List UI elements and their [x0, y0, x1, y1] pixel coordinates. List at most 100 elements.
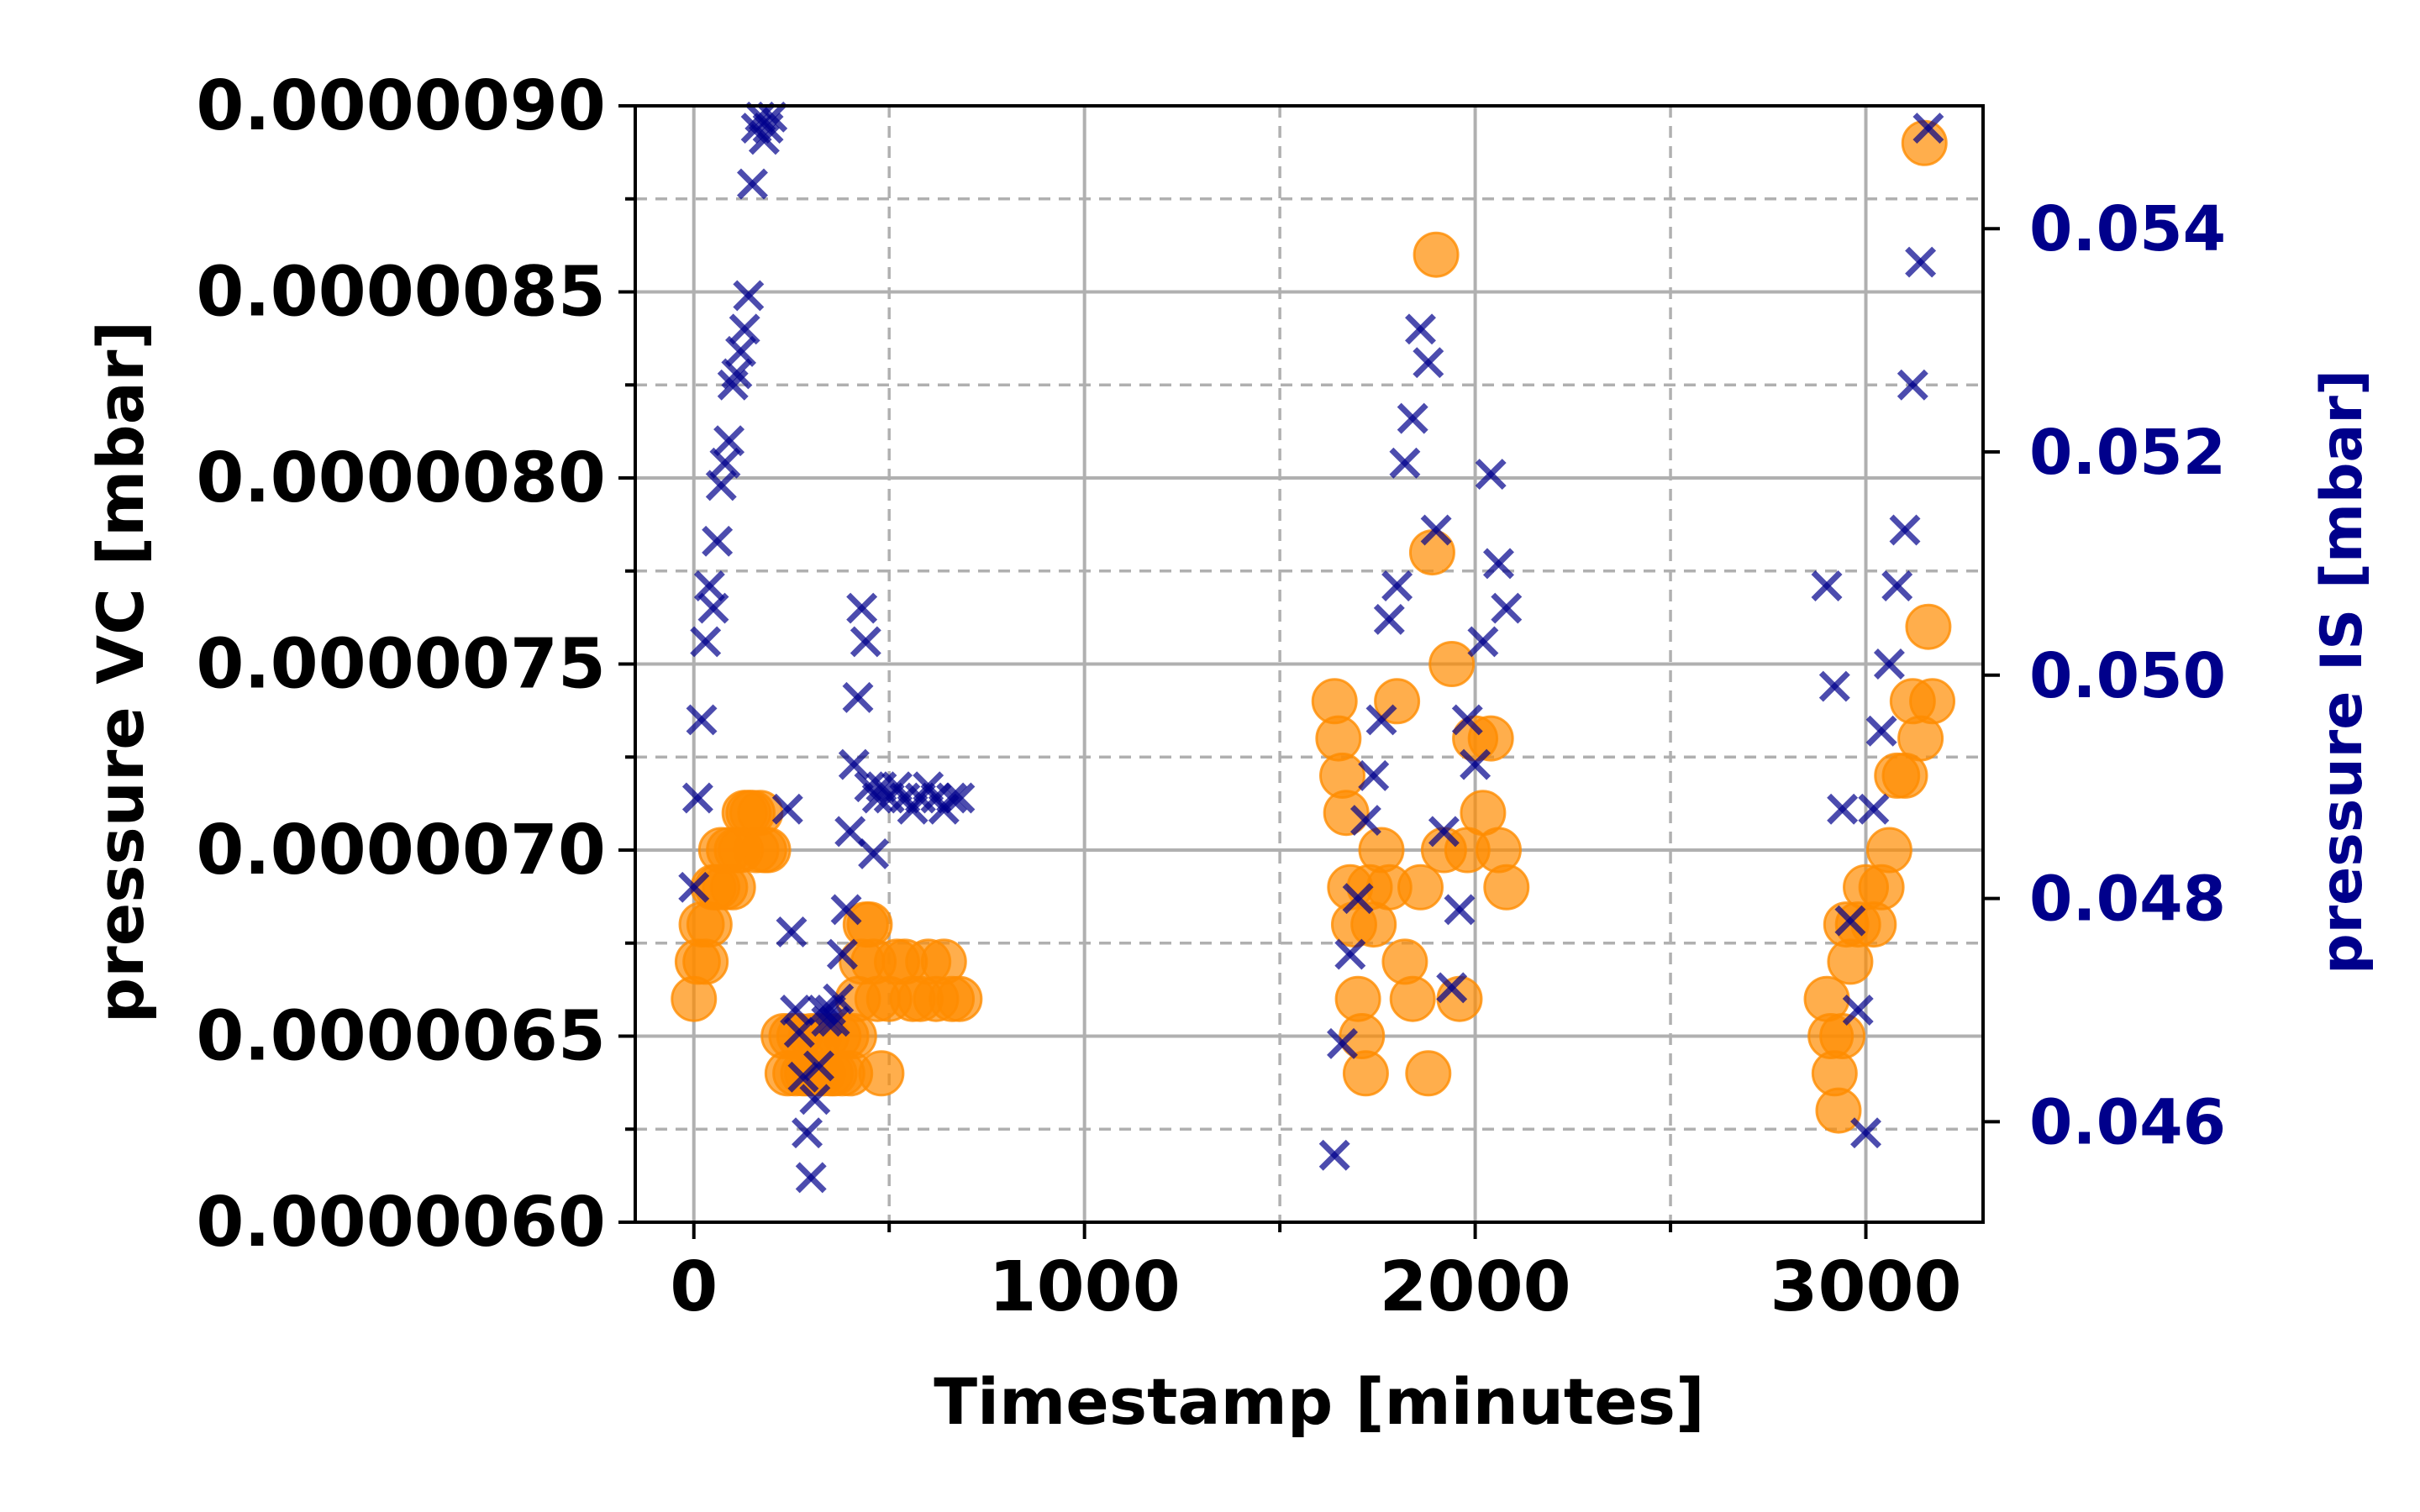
is-point-stroke [1905, 246, 1937, 278]
is-data-point [1413, 347, 1444, 379]
is-data-point [697, 592, 729, 624]
is-data-point [771, 793, 803, 825]
y-tick-label-left: 0.0000090 [196, 66, 606, 146]
is-data-point [1865, 715, 1897, 747]
is-point-stroke [826, 938, 858, 970]
y-tick-label-left: 0.0000085 [196, 253, 606, 333]
vc-data-point [1858, 864, 1905, 911]
is-data-point [1834, 905, 1866, 937]
is-point-stroke [1327, 1027, 1358, 1059]
is-point-stroke [1342, 883, 1374, 915]
is-data-point [681, 782, 713, 814]
is-point-stroke [1405, 313, 1436, 345]
is-point-stroke [850, 626, 881, 658]
x-tick-label: 2000 [1379, 1247, 1570, 1327]
is-data-point [1349, 805, 1381, 837]
is-point-stroke [1460, 748, 1491, 780]
is-data-point [792, 1117, 823, 1149]
is-data-point [1365, 704, 1397, 736]
vc-data-point [1909, 678, 1956, 725]
is-data-point [1451, 704, 1483, 736]
y-tick-label-left: 0.0000070 [196, 811, 606, 890]
is-point-stroke [823, 983, 855, 1015]
is-data-point [690, 626, 722, 658]
y-tick-label-right: 0.048 [2029, 864, 2226, 936]
is-point-stroke [1420, 514, 1452, 546]
is-data-point [830, 894, 862, 926]
vc-data-point [858, 1050, 905, 1097]
is-point-stroke [1842, 995, 1874, 1026]
vc-data-point [936, 975, 983, 1022]
is-point-stroke [787, 1061, 819, 1093]
vc-data-point [1397, 864, 1444, 911]
axes-layer: 0 1000 2000 3000 0.0000060 0.0000065 0.0000070… [196, 66, 2226, 1327]
is-data-point [1389, 447, 1421, 479]
is-data-point [783, 1016, 815, 1048]
is-point-stroke [858, 837, 890, 869]
is-data-point [1873, 648, 1905, 680]
vc-data-point [1428, 641, 1476, 687]
is-point-stroke [1834, 905, 1866, 937]
is-point-stroke [1349, 805, 1381, 837]
is-point-stroke [842, 681, 874, 713]
is-data-point [1858, 793, 1890, 825]
is-point-stroke [818, 1005, 850, 1037]
is-point-stroke [1436, 972, 1468, 1004]
is-point-stroke [830, 894, 862, 926]
is-data-point [1881, 570, 1913, 601]
y-tick-label-left: 0.0000060 [196, 1183, 606, 1263]
is-point-stroke [803, 1050, 834, 1082]
is-point-stroke [1818, 670, 1850, 702]
is-data-point [850, 626, 881, 658]
is-point-stroke [1413, 347, 1444, 379]
is-point-stroke [1334, 938, 1366, 970]
is-point-stroke [1444, 894, 1476, 926]
is-data-point [834, 816, 866, 848]
vc-data-point [744, 827, 792, 874]
is-data-point [795, 1162, 827, 1194]
is-point-stroke [1373, 603, 1405, 635]
vc-data-point [1405, 1050, 1452, 1097]
is-data-point [737, 168, 768, 200]
is-data-point [678, 871, 710, 903]
y-tick-label-left: 0.0000075 [196, 625, 606, 705]
vc-data-point [1819, 1013, 1866, 1059]
is-point-stroke [1467, 626, 1499, 658]
y-tick-label-left: 0.0000080 [196, 438, 606, 518]
is-data-point [823, 983, 855, 1015]
series-is-points [678, 101, 1944, 1194]
is-data-point [702, 525, 734, 557]
is-point-stroke [783, 1016, 815, 1048]
is-data-point [1327, 1027, 1358, 1059]
is-data-point [1381, 570, 1413, 601]
is-point-stroke [1858, 793, 1890, 825]
is-point-stroke [838, 748, 870, 780]
is-data-point [686, 704, 718, 736]
is-point-stroke [944, 782, 976, 814]
x-tick-label: 0 [670, 1247, 718, 1327]
is-data-point [733, 280, 765, 312]
vc-data-point [1475, 827, 1522, 874]
vc-data-point [1323, 790, 1370, 837]
is-point-stroke [713, 425, 745, 457]
is-data-point [1483, 548, 1514, 580]
vc-data-point [1358, 827, 1405, 874]
is-point-stroke [678, 871, 710, 903]
is-data-point [1318, 1139, 1350, 1171]
is-point-stroke [709, 447, 741, 479]
is-data-point [1889, 514, 1921, 546]
is-point-stroke [702, 525, 734, 557]
is-data-point [799, 1084, 831, 1116]
y-axis-title-right: pressure IS [mbar] [2309, 370, 2375, 974]
is-point-stroke [721, 358, 753, 390]
is-point-stroke [1365, 704, 1397, 736]
is-data-point [1897, 369, 1928, 401]
is-data-point [1444, 894, 1476, 926]
is-point-stroke [1881, 570, 1913, 601]
is-data-point [1334, 938, 1366, 970]
is-point-stroke [705, 470, 737, 501]
is-data-point [858, 837, 890, 869]
is-data-point [1467, 626, 1499, 658]
is-data-point [756, 101, 788, 133]
is-data-point [1850, 1117, 1881, 1149]
